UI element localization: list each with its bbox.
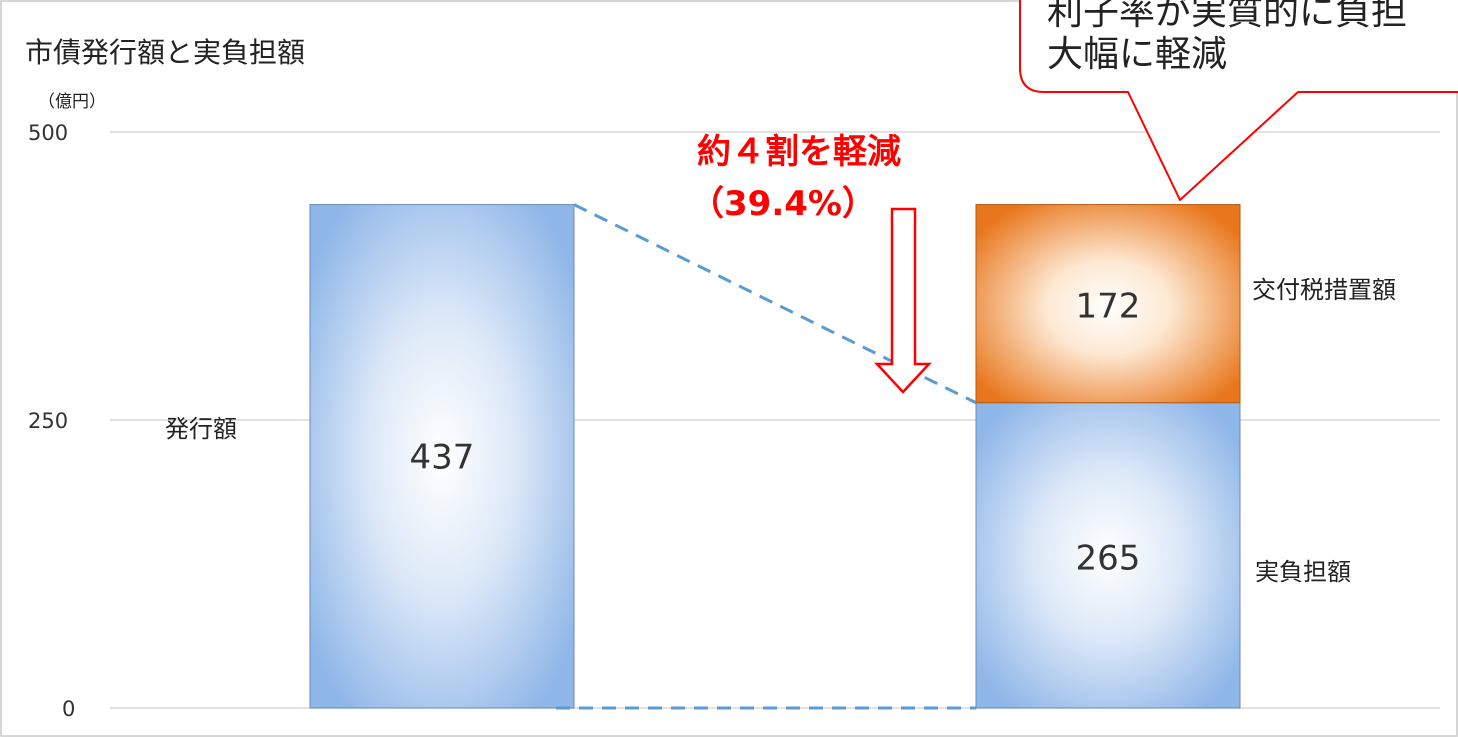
data-label-grant: 172 <box>1076 287 1141 327</box>
side-label-actual: 実負担額 <box>1255 558 1351 586</box>
down-arrow-icon <box>874 207 932 394</box>
callout-text-line2: 大幅に軽減 <box>1047 34 1227 75</box>
side-label-grant: 交付税措置額 <box>1252 276 1396 304</box>
speech-callout <box>1019 0 1458 201</box>
data-label-issue: 437 <box>410 437 475 477</box>
side-label-issue: 発行額 <box>165 415 237 443</box>
y-tick-500: 500 <box>28 121 68 145</box>
callout-text-line1: 利子率が実質的に負担 <box>1047 0 1407 33</box>
y-unit-label: （億円） <box>38 92 106 112</box>
bar-grant-172 <box>975 204 1241 404</box>
data-label-actual: 265 <box>1076 538 1141 578</box>
bar-issue-437 <box>309 204 575 709</box>
y-tick-0: 0 <box>62 697 75 721</box>
chart-title: 市債発行額と実負担額 <box>25 36 305 69</box>
y-tick-250: 250 <box>28 409 68 433</box>
reduction-annotation: 約４割を軽減 <box>697 132 901 172</box>
reduction-percent: （39.4%） <box>690 184 876 224</box>
